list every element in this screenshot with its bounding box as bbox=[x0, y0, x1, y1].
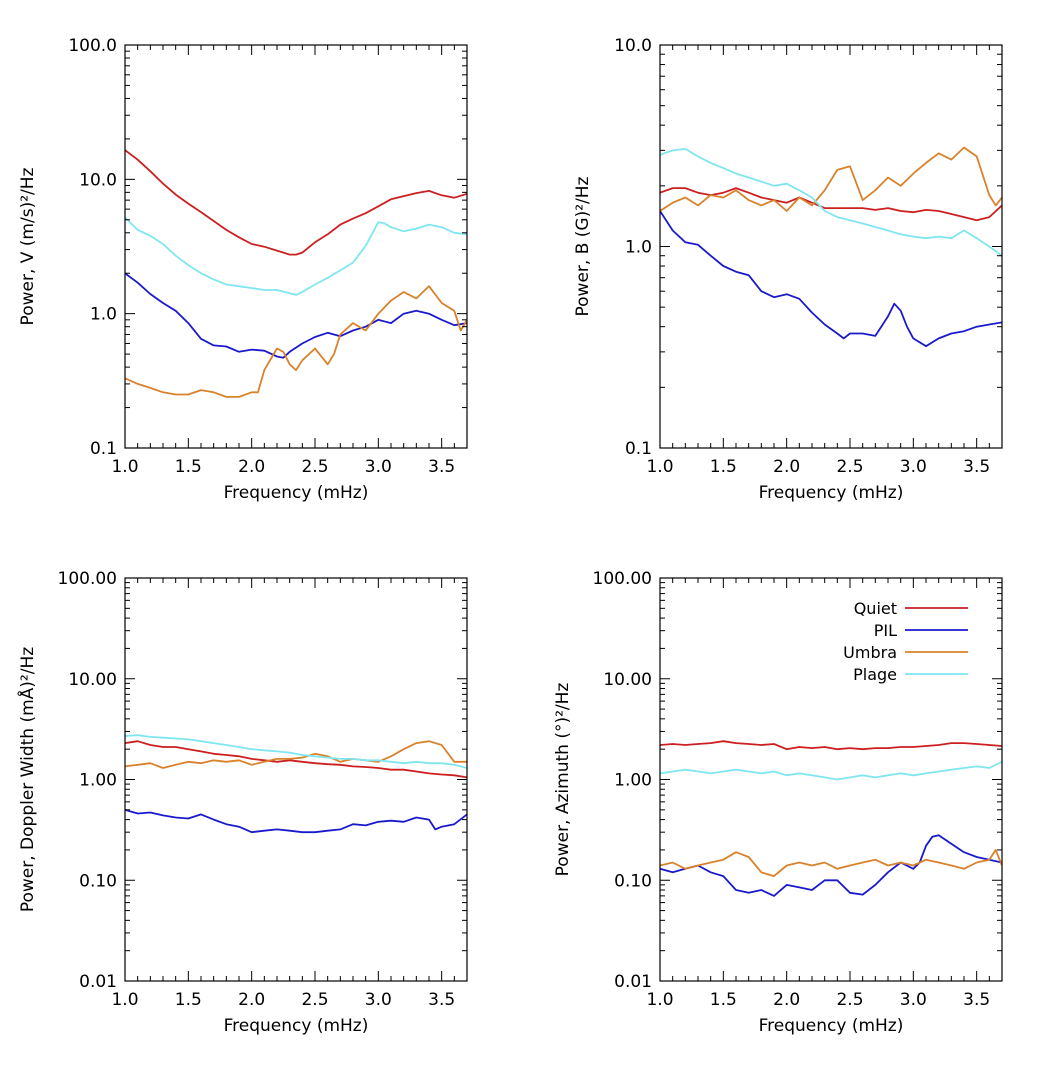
legend-label-pil: PIL bbox=[874, 621, 897, 640]
series-line-plage bbox=[660, 147, 1002, 257]
x-tick-label: 2.5 bbox=[301, 990, 328, 1010]
series-group bbox=[660, 146, 1002, 348]
x-tick-label: 3.0 bbox=[365, 990, 392, 1010]
y-tick-label: 1.00 bbox=[79, 771, 117, 791]
plot-frame bbox=[659, 577, 1003, 982]
series-line-quiet bbox=[125, 149, 467, 256]
series-line-pil bbox=[125, 272, 467, 359]
x-tick-label: 3.0 bbox=[900, 990, 927, 1010]
series-line-plage bbox=[125, 216, 467, 296]
x-axis-title: Frequency (mHz) bbox=[759, 1016, 904, 1036]
x-tick-label: 2.0 bbox=[238, 457, 265, 477]
series-line-umbra bbox=[125, 740, 467, 769]
series-line-quiet bbox=[125, 740, 467, 779]
series-line-umbra bbox=[125, 285, 467, 398]
x-tick-label: 3.5 bbox=[963, 457, 990, 477]
y-tick-label: 10.00 bbox=[68, 670, 117, 690]
y-tick-label: 0.10 bbox=[614, 871, 652, 891]
x-tick-label: 2.5 bbox=[301, 457, 328, 477]
plot-frame bbox=[124, 577, 468, 982]
y-axis-title: Power, V (m/s)²/Hz bbox=[18, 167, 38, 325]
panel-azimuth: 1.0 1.5 2.0 2.5 3.0 3.5 0.01 0.10 1.00 10.00 100.0… bbox=[553, 569, 1003, 1036]
legend-label-umbra: Umbra bbox=[843, 643, 897, 662]
x-tick-label: 1.0 bbox=[111, 457, 138, 477]
x-tick-label: 3.5 bbox=[428, 990, 455, 1010]
x-tick-label: 1.5 bbox=[175, 990, 202, 1010]
x-axis-title: Frequency (mHz) bbox=[224, 1016, 369, 1036]
x-tick-label: 1.5 bbox=[175, 457, 202, 477]
y-tick-label: 1.00 bbox=[614, 771, 652, 791]
x-tick-label: 2.0 bbox=[773, 990, 800, 1010]
y-tick-label: 0.01 bbox=[79, 972, 117, 992]
x-tick-label: 2.0 bbox=[773, 457, 800, 477]
y-tick-label: 100.0 bbox=[68, 36, 117, 56]
x-tick-label: 3.0 bbox=[365, 457, 392, 477]
y-tick-label: 1.0 bbox=[90, 305, 117, 325]
series-line-umbra bbox=[660, 146, 1002, 212]
x-tick-label: 1.0 bbox=[646, 990, 673, 1010]
x-tick-label: 3.5 bbox=[428, 457, 455, 477]
y-tick-label: 10.0 bbox=[79, 170, 117, 190]
series-line-pil bbox=[125, 808, 467, 834]
series-line-pil bbox=[660, 834, 1002, 897]
panel-velocity: 1.0 1.5 2.0 2.5 3.0 3.50.11.010.0100.0Frequen… bbox=[18, 36, 468, 503]
x-tick-label: 3.5 bbox=[963, 990, 990, 1010]
x-tick-label: 1.0 bbox=[111, 990, 138, 1010]
series-line-quiet bbox=[660, 187, 1002, 222]
x-tick-label: 2.0 bbox=[238, 990, 265, 1010]
y-axis-title: Power, Doppler Width (mÅ)²/Hz bbox=[16, 647, 38, 912]
legend-label-plage: Plage bbox=[853, 665, 897, 684]
x-tick-label: 1.5 bbox=[710, 990, 737, 1010]
series-line-umbra bbox=[660, 849, 1002, 877]
y-tick-label: 100.00 bbox=[593, 569, 652, 589]
y-tick-label: 0.10 bbox=[79, 871, 117, 891]
legend: Quiet PIL Umbra Plage bbox=[843, 599, 968, 684]
plot-frame bbox=[659, 44, 1003, 449]
plot-frame bbox=[124, 44, 468, 449]
y-axis-title: Power, Azimuth (°)²/Hz bbox=[553, 683, 573, 877]
x-tick-label: 2.5 bbox=[836, 990, 863, 1010]
panel-doppler: 1.0 1.5 2.0 2.5 3.0 3.5 0.01 0.10 1.00 10.00 100.0… bbox=[16, 569, 468, 1036]
series-group bbox=[125, 149, 467, 398]
y-tick-label: 0.1 bbox=[625, 439, 652, 459]
x-tick-label: 2.5 bbox=[836, 457, 863, 477]
legend-label-quiet: Quiet bbox=[854, 599, 897, 618]
series-line-plage bbox=[125, 734, 467, 769]
y-axis-title: Power, B (G)²/Hz bbox=[573, 176, 593, 316]
x-axis-title: Frequency (mHz) bbox=[224, 483, 369, 503]
series-line-pil bbox=[660, 210, 1002, 348]
y-tick-label: 10.00 bbox=[603, 670, 652, 690]
series-line-quiet bbox=[660, 740, 1002, 751]
x-tick-label: 1.0 bbox=[646, 457, 673, 477]
x-axis-title: Frequency (mHz) bbox=[759, 483, 904, 503]
series-group bbox=[125, 734, 467, 834]
x-tick-label: 1.5 bbox=[710, 457, 737, 477]
y-tick-label: 1.0 bbox=[625, 238, 652, 258]
y-tick-label: 0.01 bbox=[614, 972, 652, 992]
x-tick-label: 3.0 bbox=[900, 457, 927, 477]
series-group bbox=[660, 740, 1002, 897]
y-tick-label: 0.1 bbox=[90, 439, 117, 459]
series-line-plage bbox=[660, 760, 1002, 781]
y-tick-label: 10.0 bbox=[614, 36, 652, 56]
y-tick-label: 100.00 bbox=[58, 569, 117, 589]
